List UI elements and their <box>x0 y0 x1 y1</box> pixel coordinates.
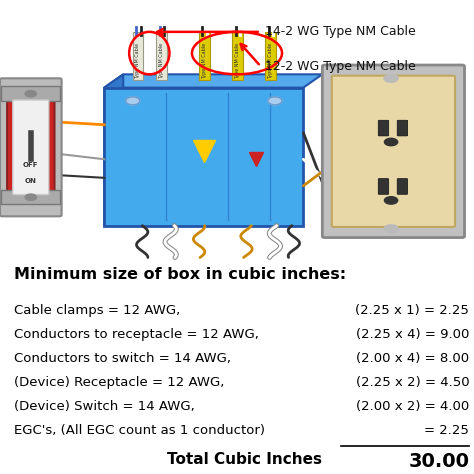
Text: Type NM Cable: Type NM Cable <box>159 43 164 79</box>
FancyBboxPatch shape <box>7 91 55 203</box>
Text: Type NM Cable: Type NM Cable <box>136 43 140 79</box>
Text: Total Cubic Inches: Total Cubic Inches <box>167 452 322 467</box>
Circle shape <box>268 97 282 105</box>
Circle shape <box>25 91 36 97</box>
FancyBboxPatch shape <box>133 32 143 80</box>
Polygon shape <box>104 74 322 88</box>
Circle shape <box>25 194 36 201</box>
Text: (2.00 x 2) = 4.00: (2.00 x 2) = 4.00 <box>356 400 469 413</box>
FancyBboxPatch shape <box>0 78 62 216</box>
Text: (Device) Receptacle = 12 AWG,: (Device) Receptacle = 12 AWG, <box>14 376 225 389</box>
Circle shape <box>126 97 140 105</box>
Text: (2.25 x 4) = 9.00: (2.25 x 4) = 9.00 <box>356 328 469 341</box>
Text: = 2.25: = 2.25 <box>424 424 469 437</box>
Text: Conductors to receptacle = 12 AWG,: Conductors to receptacle = 12 AWG, <box>14 328 259 341</box>
Text: (Device) Switch = 14 AWG,: (Device) Switch = 14 AWG, <box>14 400 195 413</box>
Text: (2.25 x 1) = 2.25: (2.25 x 1) = 2.25 <box>356 304 469 317</box>
Text: OFF: OFF <box>23 162 38 168</box>
Text: 30.00: 30.00 <box>408 452 469 471</box>
Circle shape <box>384 74 398 82</box>
Text: Cable clamps = 12 AWG,: Cable clamps = 12 AWG, <box>14 304 181 317</box>
FancyBboxPatch shape <box>1 190 60 204</box>
Circle shape <box>384 225 398 233</box>
Bar <box>104 88 303 226</box>
Text: Type NM Cable: Type NM Cable <box>202 43 207 79</box>
FancyBboxPatch shape <box>378 120 389 136</box>
Circle shape <box>384 197 398 204</box>
FancyBboxPatch shape <box>232 32 243 80</box>
Text: Type NM Cable: Type NM Cable <box>268 43 273 79</box>
FancyBboxPatch shape <box>265 32 276 80</box>
Polygon shape <box>104 74 123 226</box>
FancyBboxPatch shape <box>397 120 408 136</box>
FancyBboxPatch shape <box>1 86 60 101</box>
FancyBboxPatch shape <box>397 179 408 194</box>
Text: 12-2 WG Type NM Cable: 12-2 WG Type NM Cable <box>265 60 416 73</box>
FancyBboxPatch shape <box>322 65 465 237</box>
FancyBboxPatch shape <box>156 32 167 80</box>
Text: (2.00 x 4) = 8.00: (2.00 x 4) = 8.00 <box>356 352 469 365</box>
Text: EGC's, (All EGC count as 1 conductor): EGC's, (All EGC count as 1 conductor) <box>14 424 265 437</box>
Text: Minimum size of box in cubic inches:: Minimum size of box in cubic inches: <box>14 267 346 282</box>
Text: 14-2 WG Type NM Cable: 14-2 WG Type NM Cable <box>265 25 416 38</box>
Text: ON: ON <box>25 178 37 184</box>
Text: (2.25 x 2) = 4.50: (2.25 x 2) = 4.50 <box>356 376 469 389</box>
FancyBboxPatch shape <box>13 100 49 194</box>
Circle shape <box>384 138 398 146</box>
FancyBboxPatch shape <box>378 179 389 194</box>
Text: Conductors to switch = 14 AWG,: Conductors to switch = 14 AWG, <box>14 352 231 365</box>
FancyBboxPatch shape <box>332 76 455 227</box>
FancyBboxPatch shape <box>199 32 210 80</box>
Text: Type NM Cable: Type NM Cable <box>235 43 240 79</box>
